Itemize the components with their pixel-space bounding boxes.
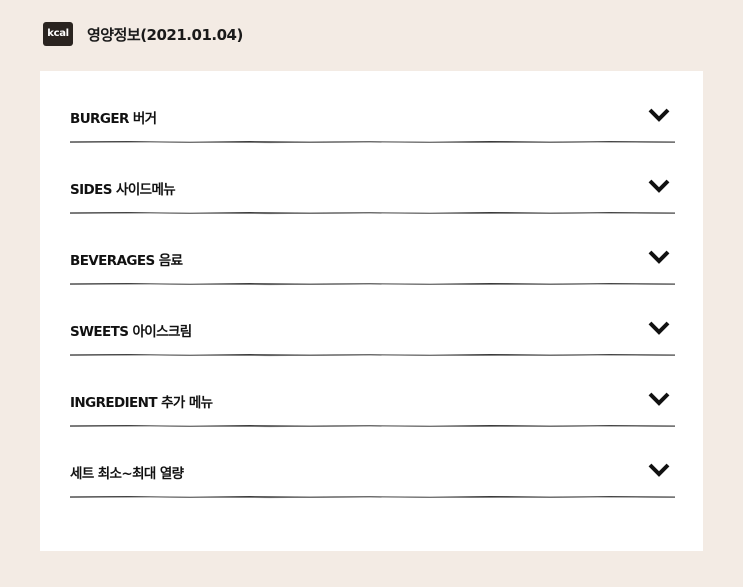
divider	[70, 353, 675, 357]
accordion-list: BURGER 버거 SIDES 사이드메뉴 BEVERAGES 음료	[70, 98, 675, 524]
accordion-item-label: SIDES 사이드메뉴	[70, 182, 176, 198]
accordion-item-label: BEVERAGES 음료	[70, 253, 183, 269]
divider	[70, 140, 675, 144]
accordion-item-label: BURGER 버거	[70, 111, 157, 127]
divider	[70, 211, 675, 215]
page-title: 영양정보(2021.01.04)	[87, 25, 243, 44]
chevron-down-icon[interactable]	[647, 104, 671, 124]
kcal-icon: kcal	[43, 22, 73, 46]
divider	[70, 282, 675, 286]
accordion-item-label: 세트 최소~최대 열량	[70, 466, 184, 482]
accordion-item-label: INGREDIENT 추가 메뉴	[70, 395, 213, 411]
chevron-down-icon[interactable]	[647, 317, 671, 337]
accordion-item-set-calories[interactable]: 세트 최소~최대 열량	[70, 453, 675, 524]
chevron-down-icon[interactable]	[647, 246, 671, 266]
chevron-down-icon[interactable]	[647, 175, 671, 195]
accordion-item-ingredient[interactable]: INGREDIENT 추가 메뉴	[70, 382, 675, 453]
chevron-down-icon[interactable]	[647, 459, 671, 479]
accordion-item-sides[interactable]: SIDES 사이드메뉴	[70, 169, 675, 240]
accordion-item-burger[interactable]: BURGER 버거	[70, 98, 675, 169]
nutrition-panel: BURGER 버거 SIDES 사이드메뉴 BEVERAGES 음료	[40, 71, 703, 551]
accordion-item-label: SWEETS 아이스크림	[70, 324, 192, 340]
accordion-item-beverages[interactable]: BEVERAGES 음료	[70, 240, 675, 311]
divider	[70, 495, 675, 499]
divider	[70, 424, 675, 428]
accordion-item-sweets[interactable]: SWEETS 아이스크림	[70, 311, 675, 382]
page-header: kcal 영양정보(2021.01.04)	[43, 22, 243, 46]
chevron-down-icon[interactable]	[647, 388, 671, 408]
